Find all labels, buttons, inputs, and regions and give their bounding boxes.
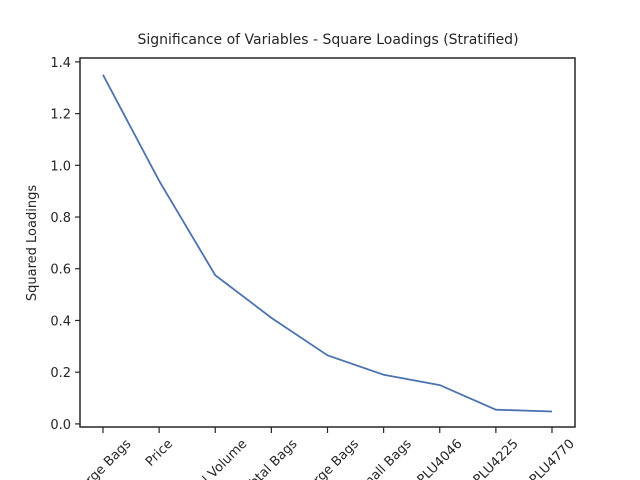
y-tick-label: 1.2	[50, 108, 71, 123]
y-tick-label: 0.4	[50, 314, 71, 329]
y-axis-label: Squared Loadings	[25, 185, 40, 301]
y-tick-label: 0.2	[50, 366, 71, 381]
y-tick-label: 1.0	[50, 159, 71, 174]
y-tick-label: 0.0	[50, 418, 71, 433]
y-tick-label: 0.6	[50, 263, 71, 278]
chart-title: Significance of Variables - Square Loadi…	[137, 32, 518, 48]
y-tick-label: 0.8	[50, 211, 71, 226]
plot-frame	[79, 57, 576, 428]
line	[102, 74, 553, 413]
y-tick-label: 1.4	[50, 56, 71, 71]
